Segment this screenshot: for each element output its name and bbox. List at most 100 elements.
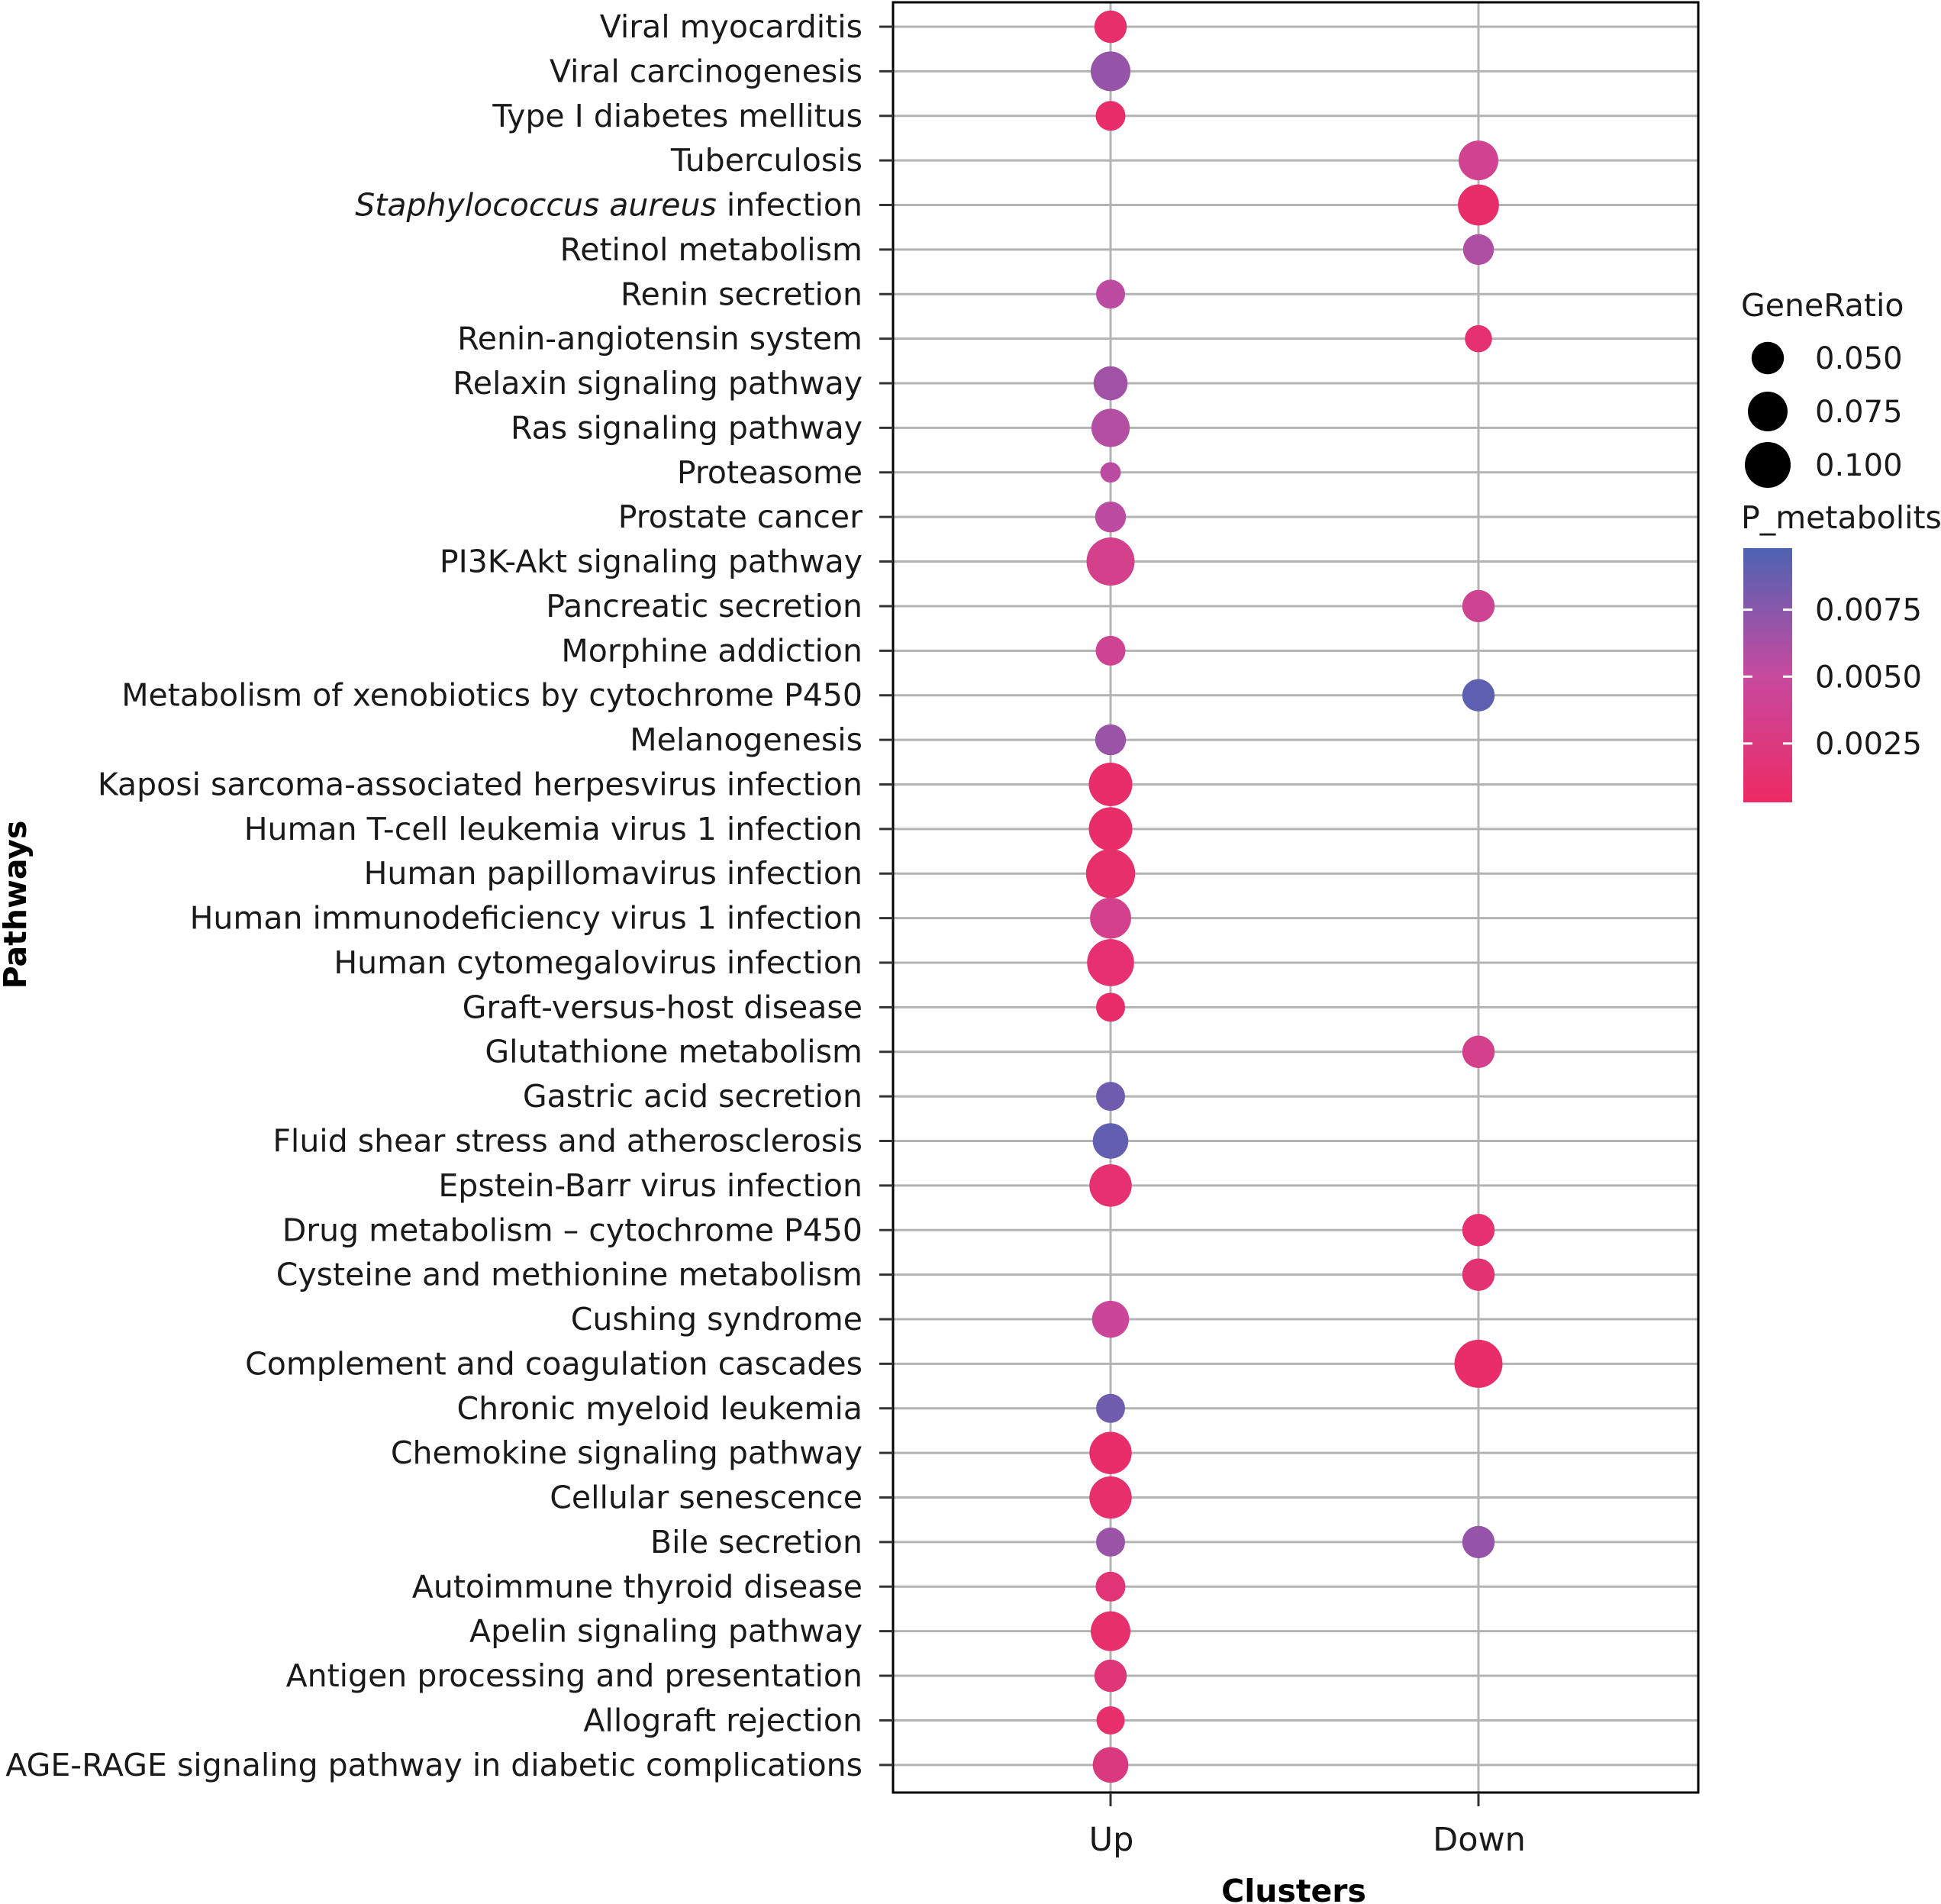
y-label-drug-metabolism-cytochrome-p450: Drug metabolism – cytochrome P450 — [282, 1212, 862, 1248]
y-label-age-rage-signaling-pathway-in-diabetic-complications: AGE-RAGE signaling pathway in diabetic c… — [5, 1747, 862, 1783]
x-label-down: Down — [1433, 1821, 1526, 1859]
y-label-ras-signaling-pathway: Ras signaling pathway — [511, 409, 862, 446]
y-label-cushing-syndrome: Cushing syndrome — [571, 1301, 862, 1338]
y-label-viral-myocarditis: Viral myocarditis — [600, 8, 862, 45]
point-epstein-barr-virus-infection-up — [1089, 1164, 1132, 1207]
y-label-gastric-acid-secretion: Gastric acid secretion — [523, 1078, 862, 1115]
y-label-epstein-barr-virus-infection: Epstein-Barr virus infection — [438, 1167, 862, 1204]
point-chronic-myeloid-leukemia-up — [1096, 1393, 1125, 1423]
y-axis-ticks — [879, 25, 893, 1767]
point-kaposi-sarcoma-associated-herpesvirus-infection-up — [1088, 762, 1133, 806]
colorbar — [1743, 548, 1792, 802]
point-allograft-rejection-up — [1096, 1706, 1125, 1735]
y-label-cellular-senescence: Cellular senescence — [550, 1480, 862, 1516]
data-points — [1085, 10, 1503, 1783]
y-label-bile-secretion: Bile secretion — [650, 1524, 862, 1560]
point-human-immunodeficiency-virus-1-infection-up — [1090, 897, 1131, 939]
point-renin-angiotensin-system-down — [1465, 324, 1492, 353]
y-label-viral-carcinogenesis: Viral carcinogenesis — [550, 53, 862, 89]
y-axis-title: Pathways — [0, 821, 34, 989]
point-drug-metabolism-cytochrome-p450-down — [1462, 1214, 1495, 1247]
y-label-prostate-cancer: Prostate cancer — [618, 499, 862, 535]
size-legend: GeneRatio 0.050 0.075 0.100 — [1741, 287, 1904, 488]
y-label-renin-angiotensin-system: Renin-angiotensin system — [457, 321, 862, 357]
point-fluid-shear-stress-and-atherosclerosis-up — [1092, 1123, 1129, 1159]
point-cellular-senescence-up — [1089, 1476, 1132, 1519]
grid-lines — [893, 2, 1698, 1793]
point-retinol-metabolism-down — [1462, 234, 1494, 266]
y-label-relaxin-signaling-pathway: Relaxin signaling pathway — [453, 365, 862, 402]
point-human-t-cell-leukemia-virus-1-infection-up — [1088, 807, 1133, 851]
y-label-morphine-addiction: Morphine addiction — [561, 632, 862, 669]
point-glutathione-metabolism-down — [1462, 1035, 1495, 1068]
point-renin-secretion-up — [1096, 279, 1125, 309]
y-label-staphylococcus-aureus-infection: Staphylococcus aureus infection — [355, 187, 862, 224]
y-label-cysteine-and-methionine-metabolism: Cysteine and methionine metabolism — [276, 1257, 862, 1293]
point-human-papillomavirus-infection-up — [1085, 849, 1136, 899]
size-legend-label: 0.050 — [1815, 341, 1903, 376]
point-tuberculosis-down — [1459, 140, 1498, 181]
point-viral-carcinogenesis-up — [1091, 51, 1130, 92]
y-label-allograft-rejection: Allograft rejection — [583, 1702, 862, 1738]
y-label-human-papillomavirus-infection: Human papillomavirus infection — [364, 855, 862, 892]
y-label-melanogenesis: Melanogenesis — [630, 721, 862, 758]
point-cysteine-and-methionine-metabolism-down — [1462, 1258, 1495, 1291]
y-label-pi3k-akt-signaling-pathway: PI3K-Akt signaling pathway — [440, 544, 862, 580]
size-legend-label: 0.100 — [1815, 448, 1903, 483]
point-human-cytomegalovirus-infection-up — [1087, 939, 1134, 986]
y-label-proteasome: Proteasome — [677, 454, 862, 491]
point-type-i-diabetes-mellitus-up — [1095, 101, 1126, 131]
point-melanogenesis-up — [1095, 724, 1127, 756]
y-label-retinol-metabolism: Retinol metabolism — [560, 231, 862, 268]
point-graft-versus-host-disease-up — [1096, 992, 1125, 1022]
point-bile-secretion-down — [1462, 1525, 1495, 1559]
y-label-type-i-diabetes-mellitus: Type I diabetes mellitus — [492, 98, 862, 134]
point-metabolism-of-xenobiotics-by-cytochrome-p450-down — [1462, 679, 1495, 712]
point-pi3k-akt-signaling-pathway-up — [1086, 537, 1135, 586]
point-apelin-signaling-pathway-up — [1091, 1611, 1130, 1651]
x-label-up: Up — [1089, 1821, 1134, 1859]
y-label-metabolism-of-xenobiotics-by-cytochrome-p450: Metabolism of xenobiotics by cytochrome … — [121, 677, 862, 714]
y-label-glutathione-metabolism: Glutathione metabolism — [485, 1034, 862, 1070]
colorbar-label: 0.0025 — [1815, 727, 1922, 762]
y-label-chronic-myeloid-leukemia: Chronic myeloid leukemia — [456, 1390, 862, 1427]
y-label-complement-and-coagulation-cascades: Complement and coagulation cascades — [245, 1345, 862, 1382]
plot-panel-border — [892, 1, 1700, 1794]
point-prostate-cancer-up — [1095, 501, 1127, 533]
y-label-kaposi-sarcoma-associated-herpesvirus-infection: Kaposi sarcoma-associated herpesvirus in… — [98, 766, 862, 802]
color-legend-title: P_metabolits — [1741, 499, 1941, 536]
point-cushing-syndrome-up — [1091, 1300, 1130, 1338]
y-axis-labels: Viral myocarditis Viral carcinogenesis Typ… — [5, 8, 862, 1783]
y-label-pancreatic-secretion: Pancreatic secretion — [546, 588, 862, 624]
colorbar-label: 0.0075 — [1815, 593, 1922, 628]
point-ras-signaling-pathway-up — [1091, 408, 1130, 447]
size-legend-key — [1751, 341, 1785, 375]
point-chemokine-signaling-pathway-up — [1089, 1431, 1132, 1474]
color-legend: P_metabolits 0.0075 0.0050 0.0025 — [1741, 499, 1941, 802]
size-legend-label: 0.075 — [1815, 395, 1903, 430]
y-label-chemokine-signaling-pathway: Chemokine signaling pathway — [391, 1434, 862, 1471]
point-complement-and-coagulation-cascades-down — [1454, 1339, 1503, 1388]
y-label-tuberculosis: Tuberculosis — [670, 142, 862, 179]
point-staphylococcus-aureus-infection-down — [1458, 184, 1499, 226]
size-legend-key — [1748, 392, 1788, 431]
point-proteasome-up — [1100, 462, 1121, 483]
point-gastric-acid-secretion-up — [1096, 1082, 1125, 1112]
point-antigen-processing-and-presentation-up — [1094, 1659, 1127, 1693]
y-label-renin-secretion: Renin secretion — [621, 276, 862, 312]
point-pancreatic-secretion-down — [1462, 589, 1495, 623]
y-label-autoimmune-thyroid-disease: Autoimmune thyroid disease — [412, 1568, 862, 1605]
colorbar-label: 0.0050 — [1815, 660, 1922, 695]
y-label-human-t-cell-leukemia-virus-1-infection: Human T-cell leukemia virus 1 infection — [244, 811, 862, 847]
y-label-antigen-processing-and-presentation: Antigen processing and presentation — [286, 1657, 862, 1694]
point-autoimmune-thyroid-disease-up — [1095, 1571, 1126, 1602]
point-morphine-addiction-up — [1095, 635, 1126, 666]
point-age-rage-signaling-pathway-in-diabetic-complications-up — [1092, 1747, 1129, 1783]
y-label-human-immunodeficiency-virus-1-infection: Human immunodeficiency virus 1 infection — [190, 900, 862, 937]
point-relaxin-signaling-pathway-up — [1093, 366, 1128, 401]
x-axis: Up Down — [1089, 1793, 1526, 1859]
size-legend-title: GeneRatio — [1741, 287, 1904, 324]
point-bile-secretion-up — [1096, 1527, 1125, 1557]
